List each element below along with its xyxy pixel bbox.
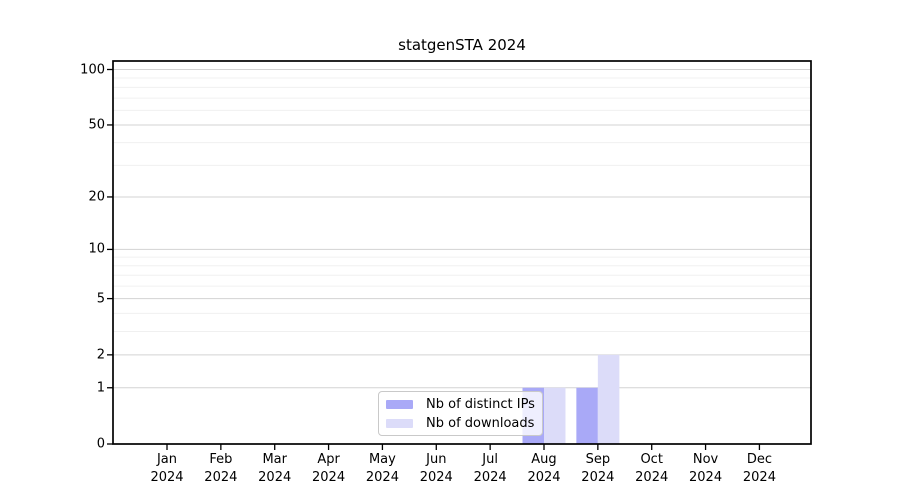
x-tick-label: Aug 2024	[527, 452, 561, 485]
y-tick-label: 1	[96, 380, 105, 396]
bar	[597, 354, 620, 444]
y-tick-label: 2	[96, 347, 105, 363]
tick-marks	[107, 68, 761, 450]
x-tick-label: Nov 2024	[689, 452, 723, 485]
legend-item-distinct-ips: Nb of distinct IPs	[386, 396, 535, 412]
major-gridlines	[113, 69, 811, 389]
x-tick-label: Feb 2024	[204, 452, 238, 485]
x-tick-label: Jan 2024	[150, 452, 184, 485]
legend-label-downloads: Nb of downloads	[426, 415, 535, 431]
legend: Nb of distinct IPs Nb of downloads	[378, 391, 543, 436]
x-tick-label: Dec 2024	[742, 452, 776, 485]
legend-label-distinct-ips: Nb of distinct IPs	[426, 396, 535, 412]
y-tick-label: 0	[96, 436, 105, 452]
y-tick-label: 10	[88, 241, 105, 257]
plot-border	[112, 60, 812, 445]
bar	[576, 387, 598, 444]
bars-downloads	[543, 354, 620, 444]
legend-item-downloads: Nb of downloads	[386, 415, 535, 431]
x-tick-label: Oct 2024	[635, 452, 669, 485]
bar	[543, 387, 566, 444]
y-tick-label: 50	[88, 117, 105, 133]
x-tick-label: Apr 2024	[312, 452, 346, 485]
minor-gridlines	[113, 77, 811, 333]
legend-swatch-downloads-icon	[386, 418, 413, 428]
x-tick-label: Jul 2024	[473, 452, 507, 485]
y-tick-label: 5	[96, 291, 105, 307]
x-tick-label: Mar 2024	[258, 452, 292, 485]
y-tick-label: 20	[88, 189, 105, 205]
x-tick-label: May 2024	[365, 452, 399, 485]
x-tick-label: Jun 2024	[419, 452, 453, 485]
y-tick-label: 100	[80, 62, 105, 77]
x-tick-label: Sep 2024	[581, 452, 615, 485]
legend-swatch-distinct-ips-icon	[386, 399, 413, 409]
chart-title: statgenSTA 2024	[398, 36, 526, 54]
